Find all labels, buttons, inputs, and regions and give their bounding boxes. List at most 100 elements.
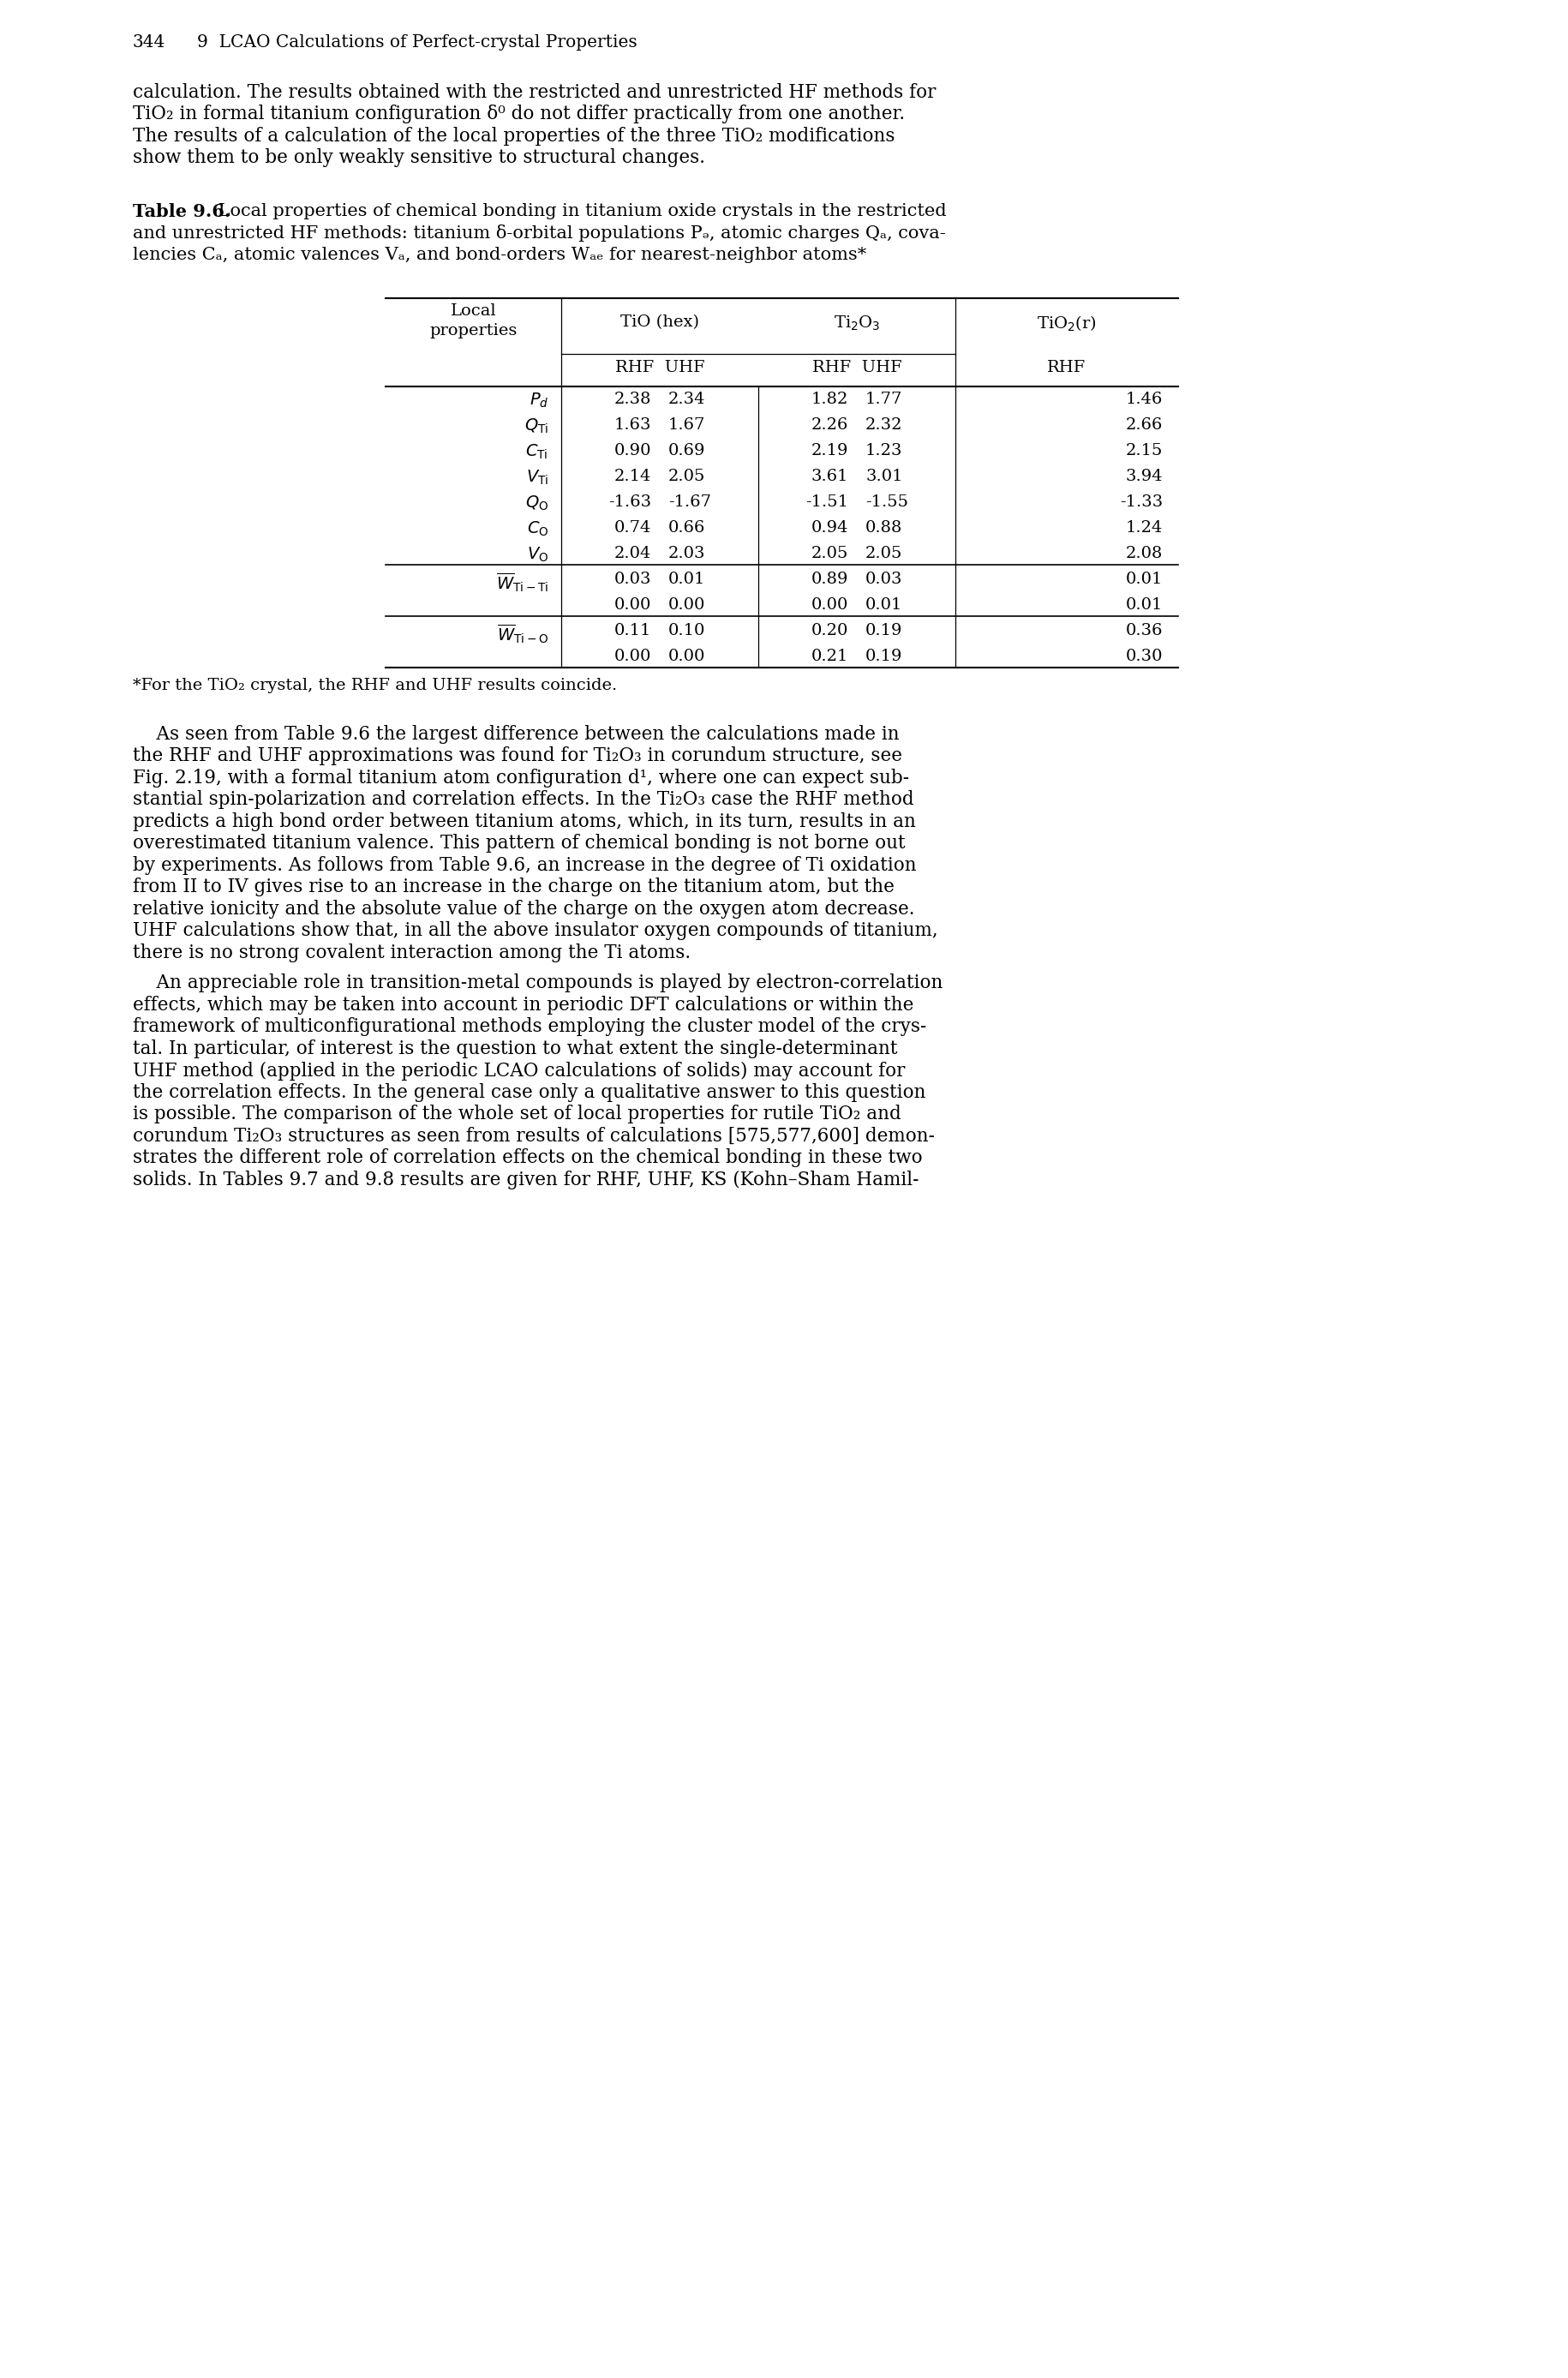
Text: -1.51: -1.51 — [806, 495, 848, 509]
Text: TiO$_2$(r): TiO$_2$(r) — [1036, 314, 1096, 333]
Text: $P_d$: $P_d$ — [528, 392, 549, 409]
Text: $Q_{\rm O}$: $Q_{\rm O}$ — [525, 495, 549, 514]
Text: 2.05: 2.05 — [811, 547, 848, 561]
Text: 1.46: 1.46 — [1126, 392, 1163, 407]
Text: corundum Ti₂O₃ structures as seen from results of calculations [575,577,600] dem: corundum Ti₂O₃ structures as seen from r… — [133, 1127, 935, 1146]
Text: 0.00: 0.00 — [668, 649, 706, 663]
Text: 2.04: 2.04 — [615, 547, 651, 561]
Text: $V_{\rm Ti}$: $V_{\rm Ti}$ — [525, 468, 549, 487]
Text: 2.05: 2.05 — [668, 468, 706, 485]
Text: 0.66: 0.66 — [668, 521, 706, 535]
Text: properties: properties — [430, 323, 517, 340]
Text: 0.90: 0.90 — [615, 442, 651, 459]
Text: $Q_{\rm Ti}$: $Q_{\rm Ti}$ — [524, 416, 549, 435]
Text: 3.94: 3.94 — [1126, 468, 1163, 485]
Text: 1.63: 1.63 — [615, 416, 651, 433]
Text: 0.69: 0.69 — [668, 442, 706, 459]
Text: by experiments. As follows from Table 9.6, an increase in the degree of Ti oxida: by experiments. As follows from Table 9.… — [133, 856, 916, 875]
Text: 1.77: 1.77 — [866, 392, 903, 407]
Text: As seen from Table 9.6 the largest difference between the calculations made in: As seen from Table 9.6 the largest diffe… — [133, 725, 900, 744]
Text: 2.66: 2.66 — [1126, 416, 1163, 433]
Text: 0.20: 0.20 — [811, 623, 848, 637]
Text: 0.94: 0.94 — [811, 521, 848, 535]
Text: and unrestricted HF methods: titanium δ-orbital populations Pₔ, atomic charges Q: and unrestricted HF methods: titanium δ-… — [133, 226, 946, 243]
Text: effects, which may be taken into account in periodic DFT calculations or within : effects, which may be taken into account… — [133, 996, 914, 1015]
Text: Table 9.6.: Table 9.6. — [133, 202, 230, 221]
Text: 2.14: 2.14 — [615, 468, 651, 485]
Text: predicts a high bond order between titanium atoms, which, in its turn, results i: predicts a high bond order between titan… — [133, 813, 916, 832]
Text: 0.00: 0.00 — [615, 597, 651, 614]
Text: 0.00: 0.00 — [668, 597, 706, 614]
Text: 0.00: 0.00 — [615, 649, 651, 663]
Text: $C_{\rm O}$: $C_{\rm O}$ — [527, 521, 549, 537]
Text: 0.03: 0.03 — [615, 571, 651, 587]
Text: An appreciable role in transition-metal compounds is played by electron-correlat: An appreciable role in transition-metal … — [133, 975, 942, 992]
Text: 0.89: 0.89 — [811, 571, 848, 587]
Text: 0.11: 0.11 — [615, 623, 651, 637]
Text: $C_{\rm Ti}$: $C_{\rm Ti}$ — [525, 442, 549, 461]
Text: stantial spin-polarization and correlation effects. In the Ti₂O₃ case the RHF me: stantial spin-polarization and correlati… — [133, 789, 914, 809]
Text: 0.03: 0.03 — [866, 571, 903, 587]
Text: 0.21: 0.21 — [811, 649, 848, 663]
Text: 2.38: 2.38 — [615, 392, 651, 407]
Text: 2.26: 2.26 — [811, 416, 848, 433]
Text: $\overline{W}_{\rm Ti-O}$: $\overline{W}_{\rm Ti-O}$ — [497, 623, 549, 644]
Text: 0.36: 0.36 — [1126, 623, 1163, 637]
Text: 0.30: 0.30 — [1126, 649, 1163, 663]
Text: 0.19: 0.19 — [866, 623, 903, 637]
Text: calculation. The results obtained with the restricted and unrestricted HF method: calculation. The results obtained with t… — [133, 83, 936, 102]
Text: relative ionicity and the absolute value of the charge on the oxygen atom decrea: relative ionicity and the absolute value… — [133, 899, 914, 918]
Text: overestimated titanium valence. This pattern of chemical bonding is not borne ou: overestimated titanium valence. This pat… — [133, 835, 905, 854]
Text: solids. In Tables 9.7 and 9.8 results are given for RHF, UHF, KS (Kohn–Sham Hami: solids. In Tables 9.7 and 9.8 results ar… — [133, 1170, 919, 1189]
Text: 2.34: 2.34 — [668, 392, 706, 407]
Text: RHF  UHF: RHF UHF — [812, 359, 902, 376]
Text: from II to IV gives rise to an increase in the charge on the titanium atom, but : from II to IV gives rise to an increase … — [133, 877, 894, 897]
Text: 2.15: 2.15 — [1126, 442, 1163, 459]
Text: 2.08: 2.08 — [1126, 547, 1163, 561]
Text: -1.63: -1.63 — [608, 495, 651, 509]
Text: Local properties of chemical bonding in titanium oxide crystals in the restricte: Local properties of chemical bonding in … — [213, 202, 947, 219]
Text: *For the TiO₂ crystal, the RHF and UHF results coincide.: *For the TiO₂ crystal, the RHF and UHF r… — [133, 678, 618, 694]
Text: 344: 344 — [133, 33, 166, 50]
Text: 0.01: 0.01 — [1126, 597, 1163, 614]
Text: RHF: RHF — [1047, 359, 1087, 376]
Text: the correlation effects. In the general case only a qualitative answer to this q: the correlation effects. In the general … — [133, 1082, 925, 1101]
Text: 0.88: 0.88 — [866, 521, 903, 535]
Text: is possible. The comparison of the whole set of local properties for rutile TiO₂: is possible. The comparison of the whole… — [133, 1106, 902, 1125]
Text: The results of a calculation of the local properties of the three TiO₂ modificat: The results of a calculation of the loca… — [133, 126, 895, 145]
Text: UHF calculations show that, in all the above insulator oxygen compounds of titan: UHF calculations show that, in all the a… — [133, 923, 938, 939]
Text: 0.01: 0.01 — [1126, 571, 1163, 587]
Text: -1.33: -1.33 — [1120, 495, 1163, 509]
Text: 1.24: 1.24 — [1126, 521, 1163, 535]
Text: TiO₂ in formal titanium configuration δ⁰ do not differ practically from one anot: TiO₂ in formal titanium configuration δ⁰… — [133, 105, 905, 124]
Text: 9  LCAO Calculations of Perfect-crystal Properties: 9 LCAO Calculations of Perfect-crystal P… — [198, 33, 637, 50]
Text: 2.32: 2.32 — [866, 416, 903, 433]
Text: 0.01: 0.01 — [866, 597, 903, 614]
Text: RHF  UHF: RHF UHF — [615, 359, 704, 376]
Text: 3.61: 3.61 — [811, 468, 848, 485]
Text: 0.00: 0.00 — [811, 597, 848, 614]
Text: 0.01: 0.01 — [668, 571, 706, 587]
Text: -1.67: -1.67 — [668, 495, 712, 509]
Text: 2.05: 2.05 — [866, 547, 903, 561]
Text: 2.19: 2.19 — [811, 442, 848, 459]
Text: 0.10: 0.10 — [668, 623, 706, 637]
Text: $\overline{W}_{\rm Ti-Ti}$: $\overline{W}_{\rm Ti-Ti}$ — [495, 571, 549, 594]
Text: Ti$_2$O$_3$: Ti$_2$O$_3$ — [834, 314, 880, 333]
Text: framework of multiconfigurational methods employing the cluster model of the cry: framework of multiconfigurational method… — [133, 1018, 927, 1037]
Text: UHF method (applied in the periodic LCAO calculations of solids) may account for: UHF method (applied in the periodic LCAO… — [133, 1061, 905, 1080]
Text: $V_{\rm O}$: $V_{\rm O}$ — [527, 547, 549, 564]
Text: tal. In particular, of interest is the question to what extent the single-determ: tal. In particular, of interest is the q… — [133, 1039, 897, 1058]
Text: TiO (hex): TiO (hex) — [621, 314, 699, 331]
Text: show them to be only weakly sensitive to structural changes.: show them to be only weakly sensitive to… — [133, 150, 706, 166]
Text: -1.55: -1.55 — [866, 495, 908, 509]
Text: 1.67: 1.67 — [668, 416, 706, 433]
Text: the RHF and UHF approximations was found for Ti₂O₃ in corundum structure, see: the RHF and UHF approximations was found… — [133, 747, 902, 766]
Text: lencies Cₐ, atomic valences Vₐ, and bond-orders Wₐₑ for nearest-neighbor atoms*: lencies Cₐ, atomic valences Vₐ, and bond… — [133, 247, 867, 264]
Text: there is no strong covalent interaction among the Ti atoms.: there is no strong covalent interaction … — [133, 944, 691, 963]
Text: 1.82: 1.82 — [811, 392, 848, 407]
Text: 0.19: 0.19 — [866, 649, 903, 663]
Text: 3.01: 3.01 — [866, 468, 903, 485]
Text: Local: Local — [450, 304, 497, 319]
Text: Fig. 2.19, with a formal titanium atom configuration d¹, where one can expect su: Fig. 2.19, with a formal titanium atom c… — [133, 768, 909, 787]
